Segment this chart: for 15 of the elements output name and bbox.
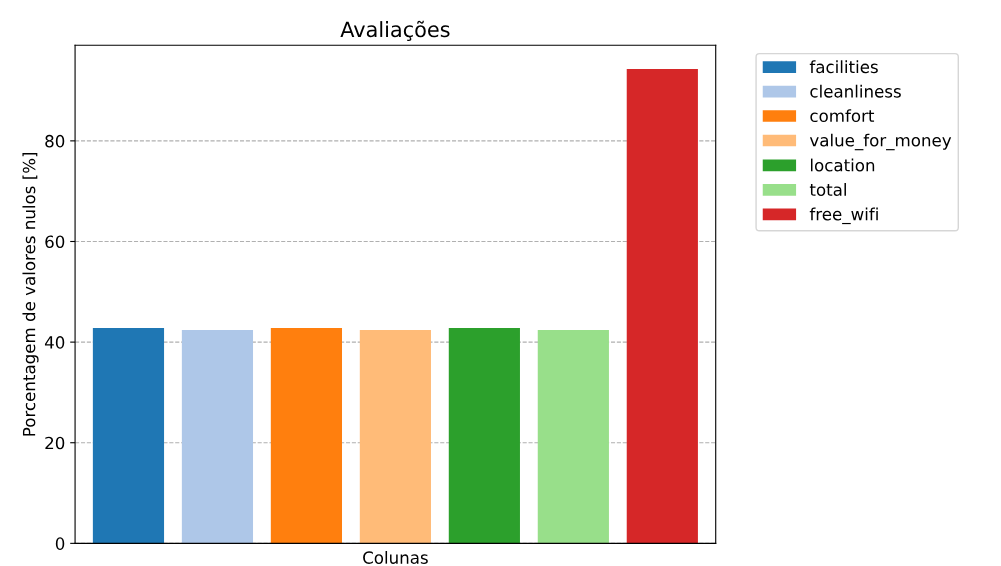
legend-label: comfort bbox=[810, 109, 875, 123]
legend-label: value_for_money bbox=[809, 133, 952, 151]
y-tick-label: 40 bbox=[44, 336, 65, 349]
y-tick-label: 60 bbox=[45, 235, 65, 249]
x-axis-title: Colunas bbox=[363, 551, 428, 564]
legend-label: cleanliness bbox=[810, 84, 901, 98]
legend-label: total bbox=[809, 183, 846, 196]
y-tick-label: 0 bbox=[55, 537, 65, 550]
y-axis-title: Porcentagem de valores nulos [%] bbox=[22, 152, 39, 436]
y-tick-label: 80 bbox=[45, 134, 65, 148]
legend-label: facilities bbox=[809, 60, 878, 74]
chart-title: Avaliações bbox=[340, 20, 450, 41]
legend-label: location bbox=[810, 158, 875, 172]
y-tick-label: 20 bbox=[45, 436, 65, 450]
legend-label: free_wifi bbox=[809, 207, 878, 225]
